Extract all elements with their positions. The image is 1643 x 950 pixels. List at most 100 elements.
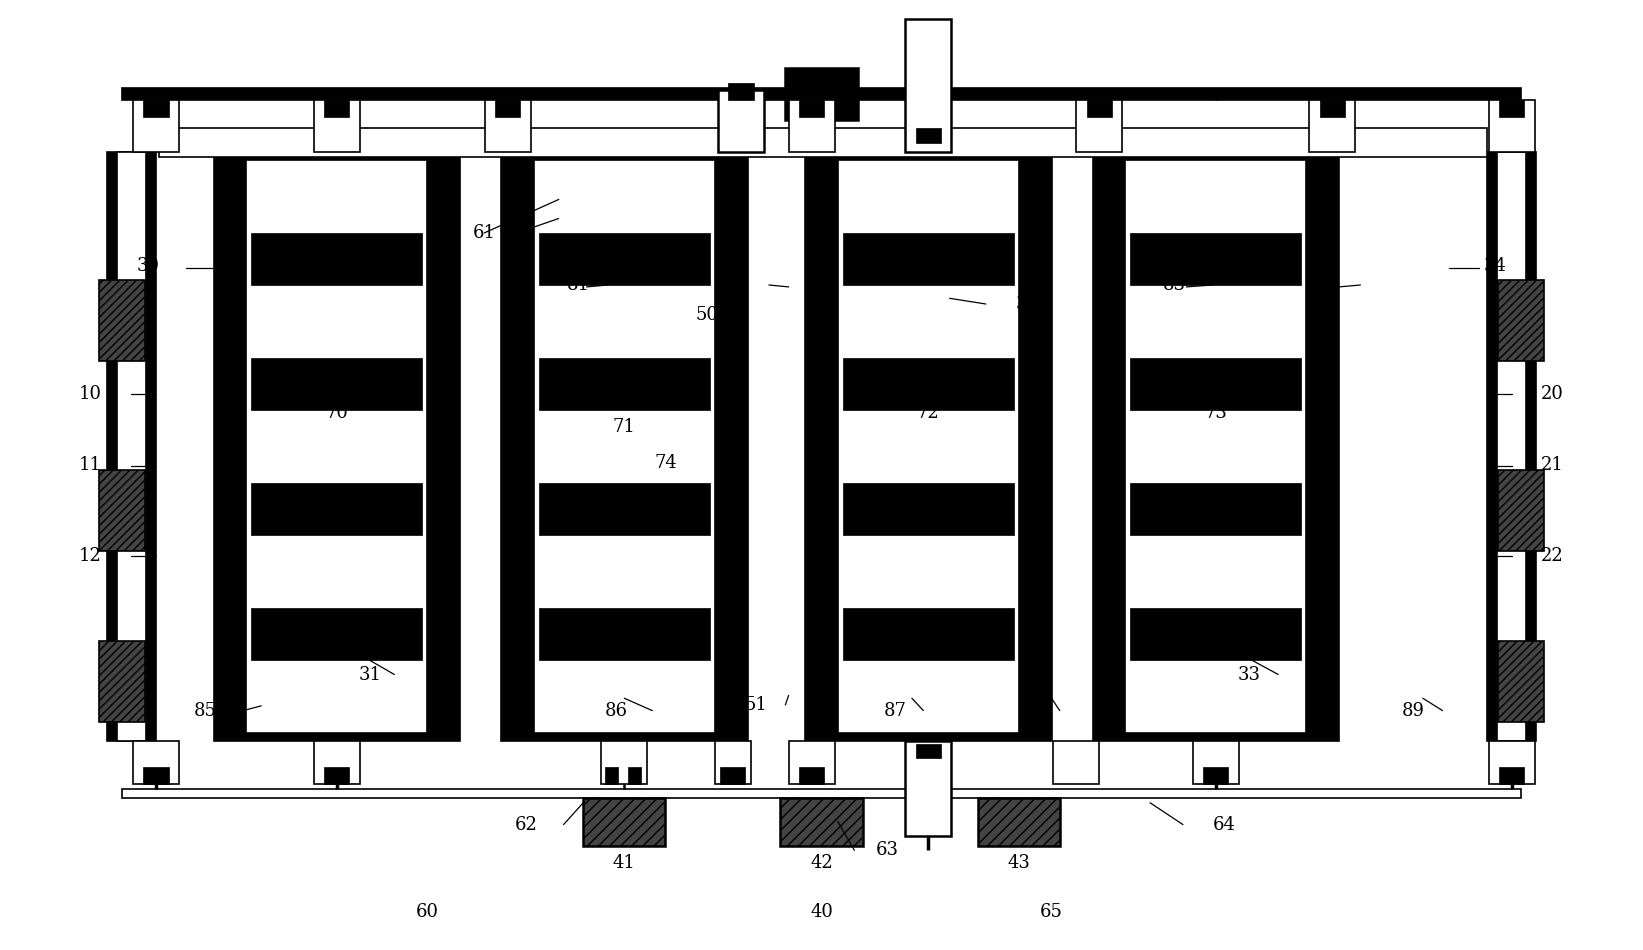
- Bar: [780, 798, 863, 846]
- Bar: [1203, 767, 1229, 784]
- Text: 32: 32: [1015, 295, 1038, 313]
- Bar: [843, 483, 1014, 535]
- Text: 62: 62: [514, 816, 537, 833]
- Text: 34: 34: [1484, 257, 1507, 275]
- Text: 80: 80: [276, 259, 299, 276]
- Bar: [246, 160, 427, 733]
- Bar: [539, 608, 710, 660]
- Text: 21: 21: [1541, 457, 1564, 474]
- Text: 43: 43: [1007, 854, 1030, 871]
- Bar: [1498, 767, 1525, 784]
- Bar: [798, 100, 825, 117]
- Bar: [1498, 641, 1544, 722]
- Bar: [1487, 152, 1536, 741]
- Text: 42: 42: [810, 854, 833, 871]
- Text: 75: 75: [325, 504, 348, 522]
- Bar: [1193, 741, 1239, 784]
- Bar: [789, 741, 835, 784]
- Text: 51: 51: [744, 696, 767, 713]
- Bar: [107, 152, 156, 741]
- Bar: [1489, 741, 1535, 784]
- Text: 89: 89: [1401, 702, 1424, 719]
- Bar: [601, 741, 647, 784]
- Bar: [214, 152, 460, 741]
- Bar: [539, 233, 710, 285]
- Bar: [915, 744, 941, 758]
- Bar: [915, 128, 941, 142]
- Text: 70: 70: [325, 405, 348, 422]
- Bar: [143, 100, 169, 117]
- Bar: [485, 100, 531, 152]
- Bar: [117, 152, 146, 741]
- Text: 65: 65: [1040, 903, 1063, 921]
- Bar: [978, 798, 1060, 846]
- Text: 10: 10: [79, 386, 102, 403]
- Text: 82: 82: [720, 276, 743, 294]
- Bar: [539, 483, 710, 535]
- Bar: [1498, 470, 1544, 551]
- Text: 77: 77: [917, 504, 940, 522]
- Bar: [805, 152, 1052, 741]
- Text: 40: 40: [810, 903, 833, 921]
- Text: 78: 78: [1204, 504, 1227, 522]
- Bar: [324, 767, 350, 784]
- Bar: [1498, 100, 1525, 117]
- Bar: [1125, 160, 1306, 733]
- Text: 84: 84: [1311, 276, 1334, 294]
- Bar: [789, 100, 835, 152]
- Text: 81: 81: [567, 276, 590, 294]
- Bar: [1130, 608, 1301, 660]
- Bar: [251, 483, 422, 535]
- Text: 30: 30: [136, 257, 159, 275]
- Bar: [843, 358, 1014, 410]
- Bar: [1130, 233, 1301, 285]
- Bar: [122, 788, 1521, 798]
- Bar: [1309, 100, 1355, 152]
- Text: 11: 11: [79, 457, 102, 474]
- Bar: [99, 641, 145, 722]
- Bar: [1130, 483, 1301, 535]
- Bar: [720, 767, 746, 784]
- Bar: [785, 68, 858, 120]
- Text: 76: 76: [613, 504, 636, 522]
- Bar: [159, 128, 1487, 157]
- Bar: [143, 767, 169, 784]
- Text: 87: 87: [884, 702, 907, 719]
- Text: 71: 71: [613, 419, 636, 436]
- Text: 74: 74: [654, 454, 677, 471]
- Bar: [1053, 741, 1099, 784]
- Text: 86: 86: [605, 702, 628, 719]
- Text: 22: 22: [1541, 547, 1564, 564]
- Text: 50: 50: [695, 307, 718, 324]
- Bar: [1076, 100, 1122, 152]
- Bar: [495, 100, 521, 117]
- Bar: [715, 741, 751, 784]
- Text: 33: 33: [1237, 666, 1260, 683]
- Text: 73: 73: [1204, 405, 1227, 422]
- Bar: [539, 358, 710, 410]
- Text: 61: 61: [473, 224, 496, 241]
- Text: 72: 72: [917, 405, 940, 422]
- Text: 60: 60: [416, 903, 439, 921]
- Bar: [251, 233, 422, 285]
- Bar: [718, 90, 764, 152]
- Bar: [133, 100, 179, 152]
- Bar: [1497, 152, 1526, 741]
- Text: 20: 20: [1541, 386, 1564, 403]
- Bar: [728, 83, 754, 100]
- Bar: [843, 233, 1014, 285]
- Bar: [838, 160, 1019, 733]
- Text: 83: 83: [1163, 276, 1186, 294]
- Bar: [583, 798, 665, 846]
- Bar: [605, 767, 618, 784]
- Text: 64: 64: [1213, 816, 1236, 833]
- Text: 63: 63: [876, 842, 899, 859]
- Bar: [501, 152, 748, 741]
- Bar: [1319, 100, 1346, 117]
- Text: 12: 12: [79, 547, 102, 564]
- Bar: [314, 100, 360, 152]
- Bar: [251, 608, 422, 660]
- Text: 88: 88: [1020, 702, 1043, 719]
- Bar: [843, 608, 1014, 660]
- Text: 85: 85: [194, 702, 217, 719]
